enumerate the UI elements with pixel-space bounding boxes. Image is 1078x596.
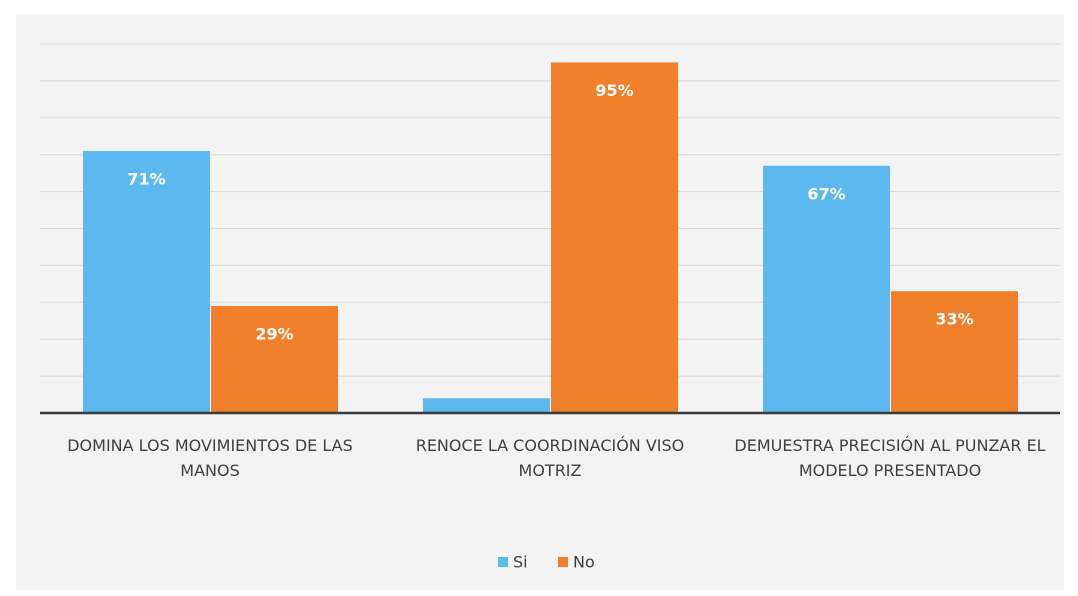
x-tick-label: RENOCE LA COORDINACIÓN VISO MOTRIZ (415, 436, 685, 480)
bar (551, 62, 678, 413)
data-label: 67% (807, 184, 845, 203)
bar (891, 291, 1018, 413)
x-tick-label: DOMINA LOS MOVIMIENTOS DE LAS MANOS (67, 436, 353, 480)
data-label: 71% (127, 170, 165, 189)
x-tick-label: DEMUESTRA PRECISIÓN AL PUNZAR EL MODELO … (734, 436, 1046, 480)
bar (211, 305, 338, 413)
data-label: 29% (255, 324, 293, 343)
data-label: 95% (595, 81, 633, 100)
legend-label: Si (513, 553, 528, 572)
bar (83, 151, 210, 413)
legend-swatch (558, 557, 568, 567)
legend-swatch (498, 557, 508, 567)
data-label: 33% (935, 310, 973, 329)
bar (423, 398, 550, 413)
bar (763, 165, 890, 413)
legend-label: No (573, 553, 595, 572)
